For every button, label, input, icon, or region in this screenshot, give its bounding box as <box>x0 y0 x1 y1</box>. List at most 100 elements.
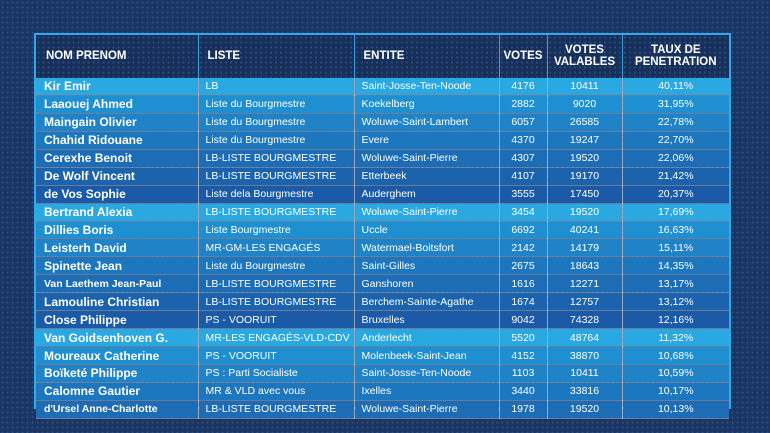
cell-nom: Lamouline Christian <box>36 292 199 312</box>
table-row: Close Philippe PS - VOORUIT Bruxelles 9042 7… <box>36 310 729 330</box>
cell-entite: Auderghem <box>354 185 500 204</box>
cell-votes: 6057 <box>499 113 548 132</box>
table-header: NOM PRENOM LISTE ENTITE VOTES VOTES VALAB… <box>36 35 729 78</box>
cell-votes: 3454 <box>499 203 548 222</box>
column-header-taux-penetration: TAUX DE PENETRATION <box>622 35 729 78</box>
cell-entite: Ixelles <box>354 382 500 401</box>
cell-taux: 11,32% <box>622 328 729 348</box>
table-row: Bertrand Alexia LB-LISTE BOURGMESTRE Woluw… <box>36 203 729 222</box>
table-row: Lamouline Christian LB-LISTE BOURGMESTRE B… <box>36 292 729 312</box>
cell-liste: PS - VOORUIT <box>198 346 355 365</box>
cell-nom: Calomne Gautier <box>36 382 199 401</box>
cell-taux: 21,42% <box>622 167 729 186</box>
cell-votes-valables: 19520 <box>547 203 623 222</box>
table-row: Van Laethem Jean-Paul LB-LISTE BOURGMESTR… <box>36 274 729 294</box>
column-header-liste: LISTE <box>198 35 355 78</box>
cell-taux: 15,11% <box>622 238 729 258</box>
results-table-panel: NOM PRENOM LISTE ENTITE VOTES VOTES VALAB… <box>34 33 731 419</box>
cell-votes-valables: 9020 <box>547 95 623 114</box>
cell-nom: Van Laethem Jean-Paul <box>36 274 199 294</box>
cell-liste: PS : Parti Socialiste <box>198 364 355 383</box>
cell-liste: Liste du Bourgmestre <box>198 131 355 150</box>
cell-nom: de Vos Sophie <box>36 185 199 204</box>
cell-taux: 10,13% <box>622 400 729 419</box>
cell-taux: 22,70% <box>622 131 729 150</box>
cell-votes: 5520 <box>499 328 548 348</box>
cell-votes: 2675 <box>499 256 548 276</box>
cell-votes-valables: 74328 <box>547 310 623 330</box>
cell-votes: 1103 <box>499 364 548 383</box>
results-table: NOM PRENOM LISTE ENTITE VOTES VOTES VALAB… <box>36 35 729 419</box>
cell-votes-valables: 38870 <box>547 346 623 365</box>
table-row: Cerexhe Benoit LB-LISTE BOURGMESTRE Woluwe… <box>36 149 729 168</box>
cell-taux: 10,17% <box>622 382 729 401</box>
cell-votes: 1674 <box>499 292 548 312</box>
cell-votes: 4107 <box>499 167 548 186</box>
cell-liste: Liste du Bourgmestre <box>198 113 355 132</box>
cell-liste: LB-LISTE BOURGMESTRE <box>198 167 355 186</box>
cell-votes-valables: 18643 <box>547 256 623 276</box>
table-row: de Vos Sophie Liste dela Bourgmestre Auder… <box>36 185 729 204</box>
cell-entite: Saint-Gilles <box>354 256 500 276</box>
table-row: Spinette Jean Liste du Bourgmestre Saint-G… <box>36 256 729 276</box>
cell-votes-valables: 33816 <box>547 382 623 401</box>
cell-entite: Anderlecht <box>354 328 500 348</box>
cell-votes: 1978 <box>499 400 548 419</box>
column-header-nom: NOM PRENOM <box>36 35 199 78</box>
cell-nom: d'Ursel Anne-Charlotte <box>36 400 199 419</box>
cell-votes-valables: 14179 <box>547 238 623 258</box>
table-row: Leisterh David MR-GM-LES ENGAGÉS Watermael… <box>36 238 729 258</box>
cell-liste: LB-LISTE BOURGMESTRE <box>198 274 355 294</box>
cell-votes-valables: 10411 <box>547 364 623 383</box>
cell-votes: 3440 <box>499 382 548 401</box>
cell-taux: 13,17% <box>622 274 729 294</box>
cell-taux: 40,11% <box>622 78 729 96</box>
cell-entite: Etterbeek <box>354 167 500 186</box>
cell-entite: Saint-Josse-Ten-Noode <box>354 78 500 96</box>
cell-entite: Koekelberg <box>354 95 500 114</box>
cell-liste: MR-GM-LES ENGAGÉS <box>198 238 355 258</box>
cell-nom: Close Philippe <box>36 310 199 330</box>
cell-entite: Woluwe-Saint-Pierre <box>354 149 500 168</box>
cell-taux: 22,06% <box>622 149 729 168</box>
cell-votes-valables: 17450 <box>547 185 623 204</box>
column-header-entite: ENTITE <box>354 35 500 78</box>
cell-votes: 1616 <box>499 274 548 294</box>
cell-votes: 2882 <box>499 95 548 114</box>
cell-liste: Liste dela Bourgmestre <box>198 185 355 204</box>
cell-votes: 4307 <box>499 149 548 168</box>
cell-votes: 9042 <box>499 310 548 330</box>
table-row: Calomne Gautier MR & VLD avec vous Ixelles… <box>36 382 729 401</box>
table-body: Kir Emir LB Saint-Josse-Ten-Noode 4176 10411… <box>36 78 729 419</box>
cell-nom: Chahid Ridouane <box>36 131 199 150</box>
cell-entite: Woluwe-Saint-Pierre <box>354 400 500 419</box>
cell-taux: 17,69% <box>622 203 729 222</box>
cell-votes: 4176 <box>499 78 548 96</box>
cell-taux: 10,59% <box>622 364 729 383</box>
cell-votes: 4370 <box>499 131 548 150</box>
cell-liste: LB-LISTE BOURGMESTRE <box>198 292 355 312</box>
cell-liste: LB-LISTE BOURGMESTRE <box>198 149 355 168</box>
cell-nom: Kir Emir <box>36 78 199 96</box>
cell-entite: Berchem-Sainte-Agathe <box>354 292 500 312</box>
table-row: Boïketé Philippe PS : Parti Socialiste Sai… <box>36 364 729 383</box>
cell-votes-valables: 19247 <box>547 131 623 150</box>
cell-entite: Evere <box>354 131 500 150</box>
table-row: Moureaux Catherine PS - VOORUIT Molenbeek-… <box>36 346 729 365</box>
cell-nom: Moureaux Catherine <box>36 346 199 365</box>
cell-liste: LB-LISTE BOURGMESTRE <box>198 203 355 222</box>
table-row: Chahid Ridouane Liste du Bourgmestre Evere… <box>36 131 729 150</box>
cell-votes: 3555 <box>499 185 548 204</box>
cell-taux: 16,63% <box>622 221 729 240</box>
cell-votes-valables: 12271 <box>547 274 623 294</box>
table-row: Dillies Boris Liste Bourgmestre Uccle 6692 4… <box>36 221 729 240</box>
cell-taux: 31,95% <box>622 95 729 114</box>
cell-liste: Liste Bourgmestre <box>198 221 355 240</box>
cell-entite: Woluwe-Saint-Lambert <box>354 113 500 132</box>
cell-entite: Uccle <box>354 221 500 240</box>
cell-entite: Woluwe-Saint-Pierre <box>354 203 500 222</box>
cell-votes: 6692 <box>499 221 548 240</box>
cell-entite: Bruxelles <box>354 310 500 330</box>
cell-nom: Spinette Jean <box>36 256 199 276</box>
cell-nom: Van Goidsenhoven G. <box>36 328 199 348</box>
